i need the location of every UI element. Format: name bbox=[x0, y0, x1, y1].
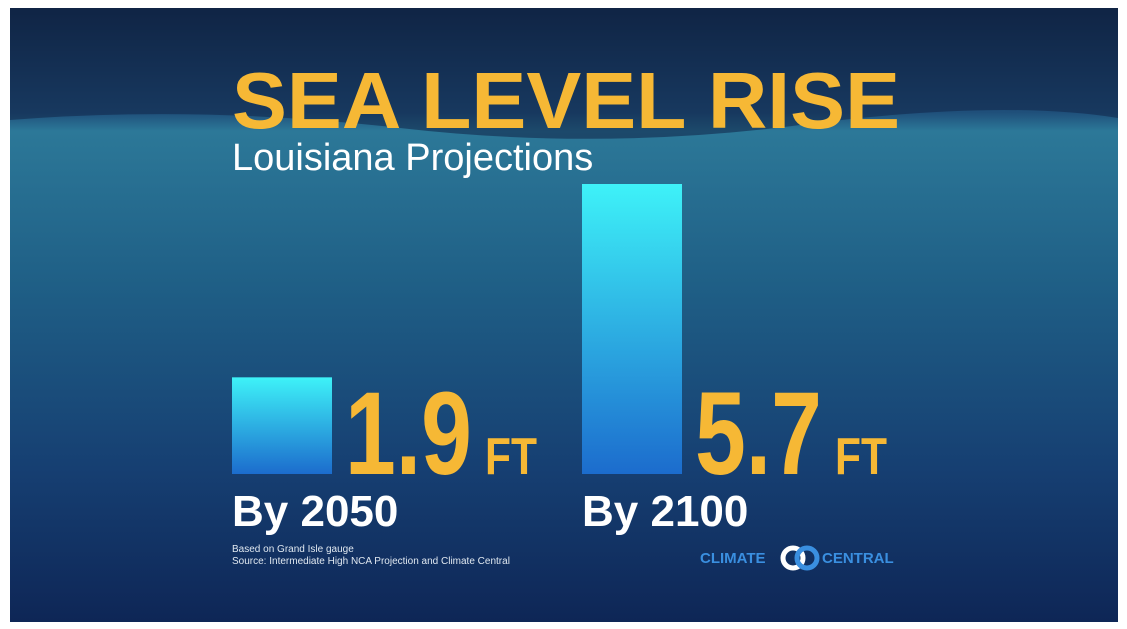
bar bbox=[582, 184, 682, 474]
note: Source: Intermediate High NCA Projection… bbox=[232, 556, 510, 567]
logo-text: CLIMATE bbox=[700, 550, 766, 567]
value-label: 5.7 bbox=[695, 368, 822, 500]
category-label: By 2100 bbox=[582, 487, 748, 536]
chart-subtitle: Louisiana Projections bbox=[232, 137, 593, 179]
wave bbox=[10, 8, 1118, 139]
logo-text: CENTRAL bbox=[822, 550, 894, 567]
note: Based on Grand Isle gauge bbox=[232, 544, 354, 555]
chart-title: SEA LEVEL RISE bbox=[232, 56, 900, 145]
value-label: 1.9 bbox=[345, 368, 472, 500]
logo-icon bbox=[794, 545, 820, 571]
unit-label: FT bbox=[835, 428, 887, 486]
logo-icon bbox=[780, 545, 806, 571]
bar bbox=[232, 377, 332, 474]
category-label: By 2050 bbox=[232, 487, 398, 536]
unit-label: FT bbox=[485, 428, 537, 486]
